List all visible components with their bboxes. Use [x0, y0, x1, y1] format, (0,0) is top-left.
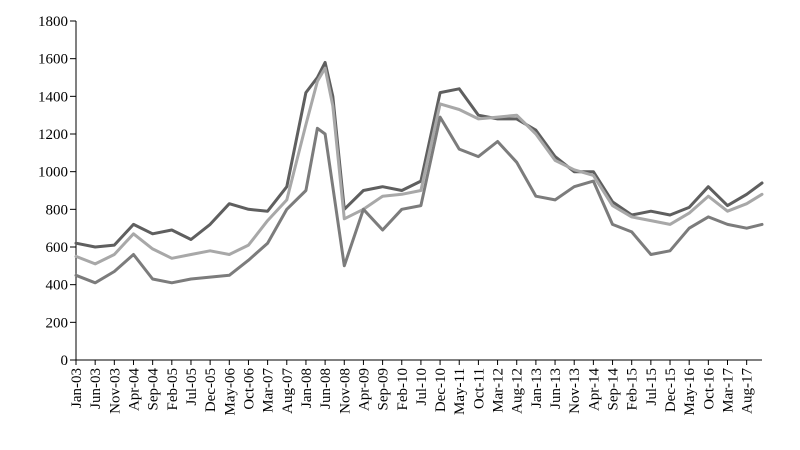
x-tick-label: Jul-15 [644, 368, 660, 406]
x-tick-label: Feb-05 [165, 368, 181, 411]
y-tick-label: 0 [61, 353, 69, 369]
x-tick-label: Oct-06 [241, 368, 257, 410]
y-axis: 0 200 400 600 800 1000 1200 1400 1600 1800 [38, 14, 77, 369]
x-tick-label: Dec-10 [433, 368, 449, 412]
x-tick-label: May-16 [682, 368, 698, 416]
x-tick-label: Mar-07 [261, 368, 277, 413]
y-tick-label: 1200 [38, 127, 68, 143]
y-tick-label: 1000 [38, 165, 68, 181]
x-tick-label: Mar-17 [721, 368, 737, 413]
x-tick-label: Feb-15 [625, 368, 641, 411]
x-tick-label: Jul-10 [414, 368, 430, 406]
x-tick-label: May-06 [222, 368, 238, 416]
x-tick-label: Oct-16 [701, 368, 717, 410]
x-tick-label: Sep-09 [376, 368, 392, 411]
x-tick-label: Oct-11 [471, 368, 487, 409]
x-tick-label: Apr-14 [586, 368, 602, 412]
y-tick-label: 1800 [38, 14, 68, 30]
series-line-2 [74, 66, 764, 266]
x-tick-label: Aug-07 [280, 368, 296, 414]
x-tick-label: Jan-03 [69, 368, 85, 408]
series-group [74, 60, 764, 285]
y-tick-label: 800 [46, 202, 69, 218]
y-tick-label: 1400 [38, 89, 68, 105]
y-tick-label: 600 [46, 240, 69, 256]
x-tick-label: Nov-08 [337, 368, 353, 414]
x-tick-label: Nov-03 [107, 368, 123, 414]
x-tick-label: Apr-09 [356, 368, 372, 411]
x-tick-label: Nov-13 [567, 368, 583, 414]
x-tick-label: Jan-08 [299, 368, 315, 408]
x-tick-label: Sep-04 [146, 368, 162, 411]
x-tick-label: May-11 [452, 368, 468, 415]
x-tick-label: Jan-13 [529, 368, 545, 408]
y-tick-label: 200 [46, 315, 69, 331]
x-tick-label: Jun-03 [88, 368, 104, 409]
x-tick-label: Jun-13 [548, 368, 564, 409]
x-tick-label: Mar-12 [491, 368, 507, 413]
x-tick-label: Sep-14 [606, 368, 622, 411]
x-tick-label: Jun-08 [318, 368, 334, 409]
y-tick-label: 1600 [38, 52, 68, 68]
series-line-1 [74, 60, 764, 249]
y-tick-label: 400 [46, 278, 69, 294]
x-tick-label: Dec-15 [663, 368, 679, 412]
x-tick-label: Apr-04 [126, 368, 142, 412]
x-tick-label: Jul-05 [184, 368, 200, 406]
x-axis: Jan-03 Jun-03 Nov-03 Apr-04 Sep-04 Feb-05 Jul-… [69, 359, 762, 416]
x-tick-label: Aug-12 [510, 368, 526, 414]
series-line-3 [74, 115, 764, 285]
x-tick-label: Dec-05 [203, 368, 219, 412]
x-tick-label: Feb-10 [395, 368, 411, 411]
x-tick-label: Aug-17 [740, 368, 756, 414]
